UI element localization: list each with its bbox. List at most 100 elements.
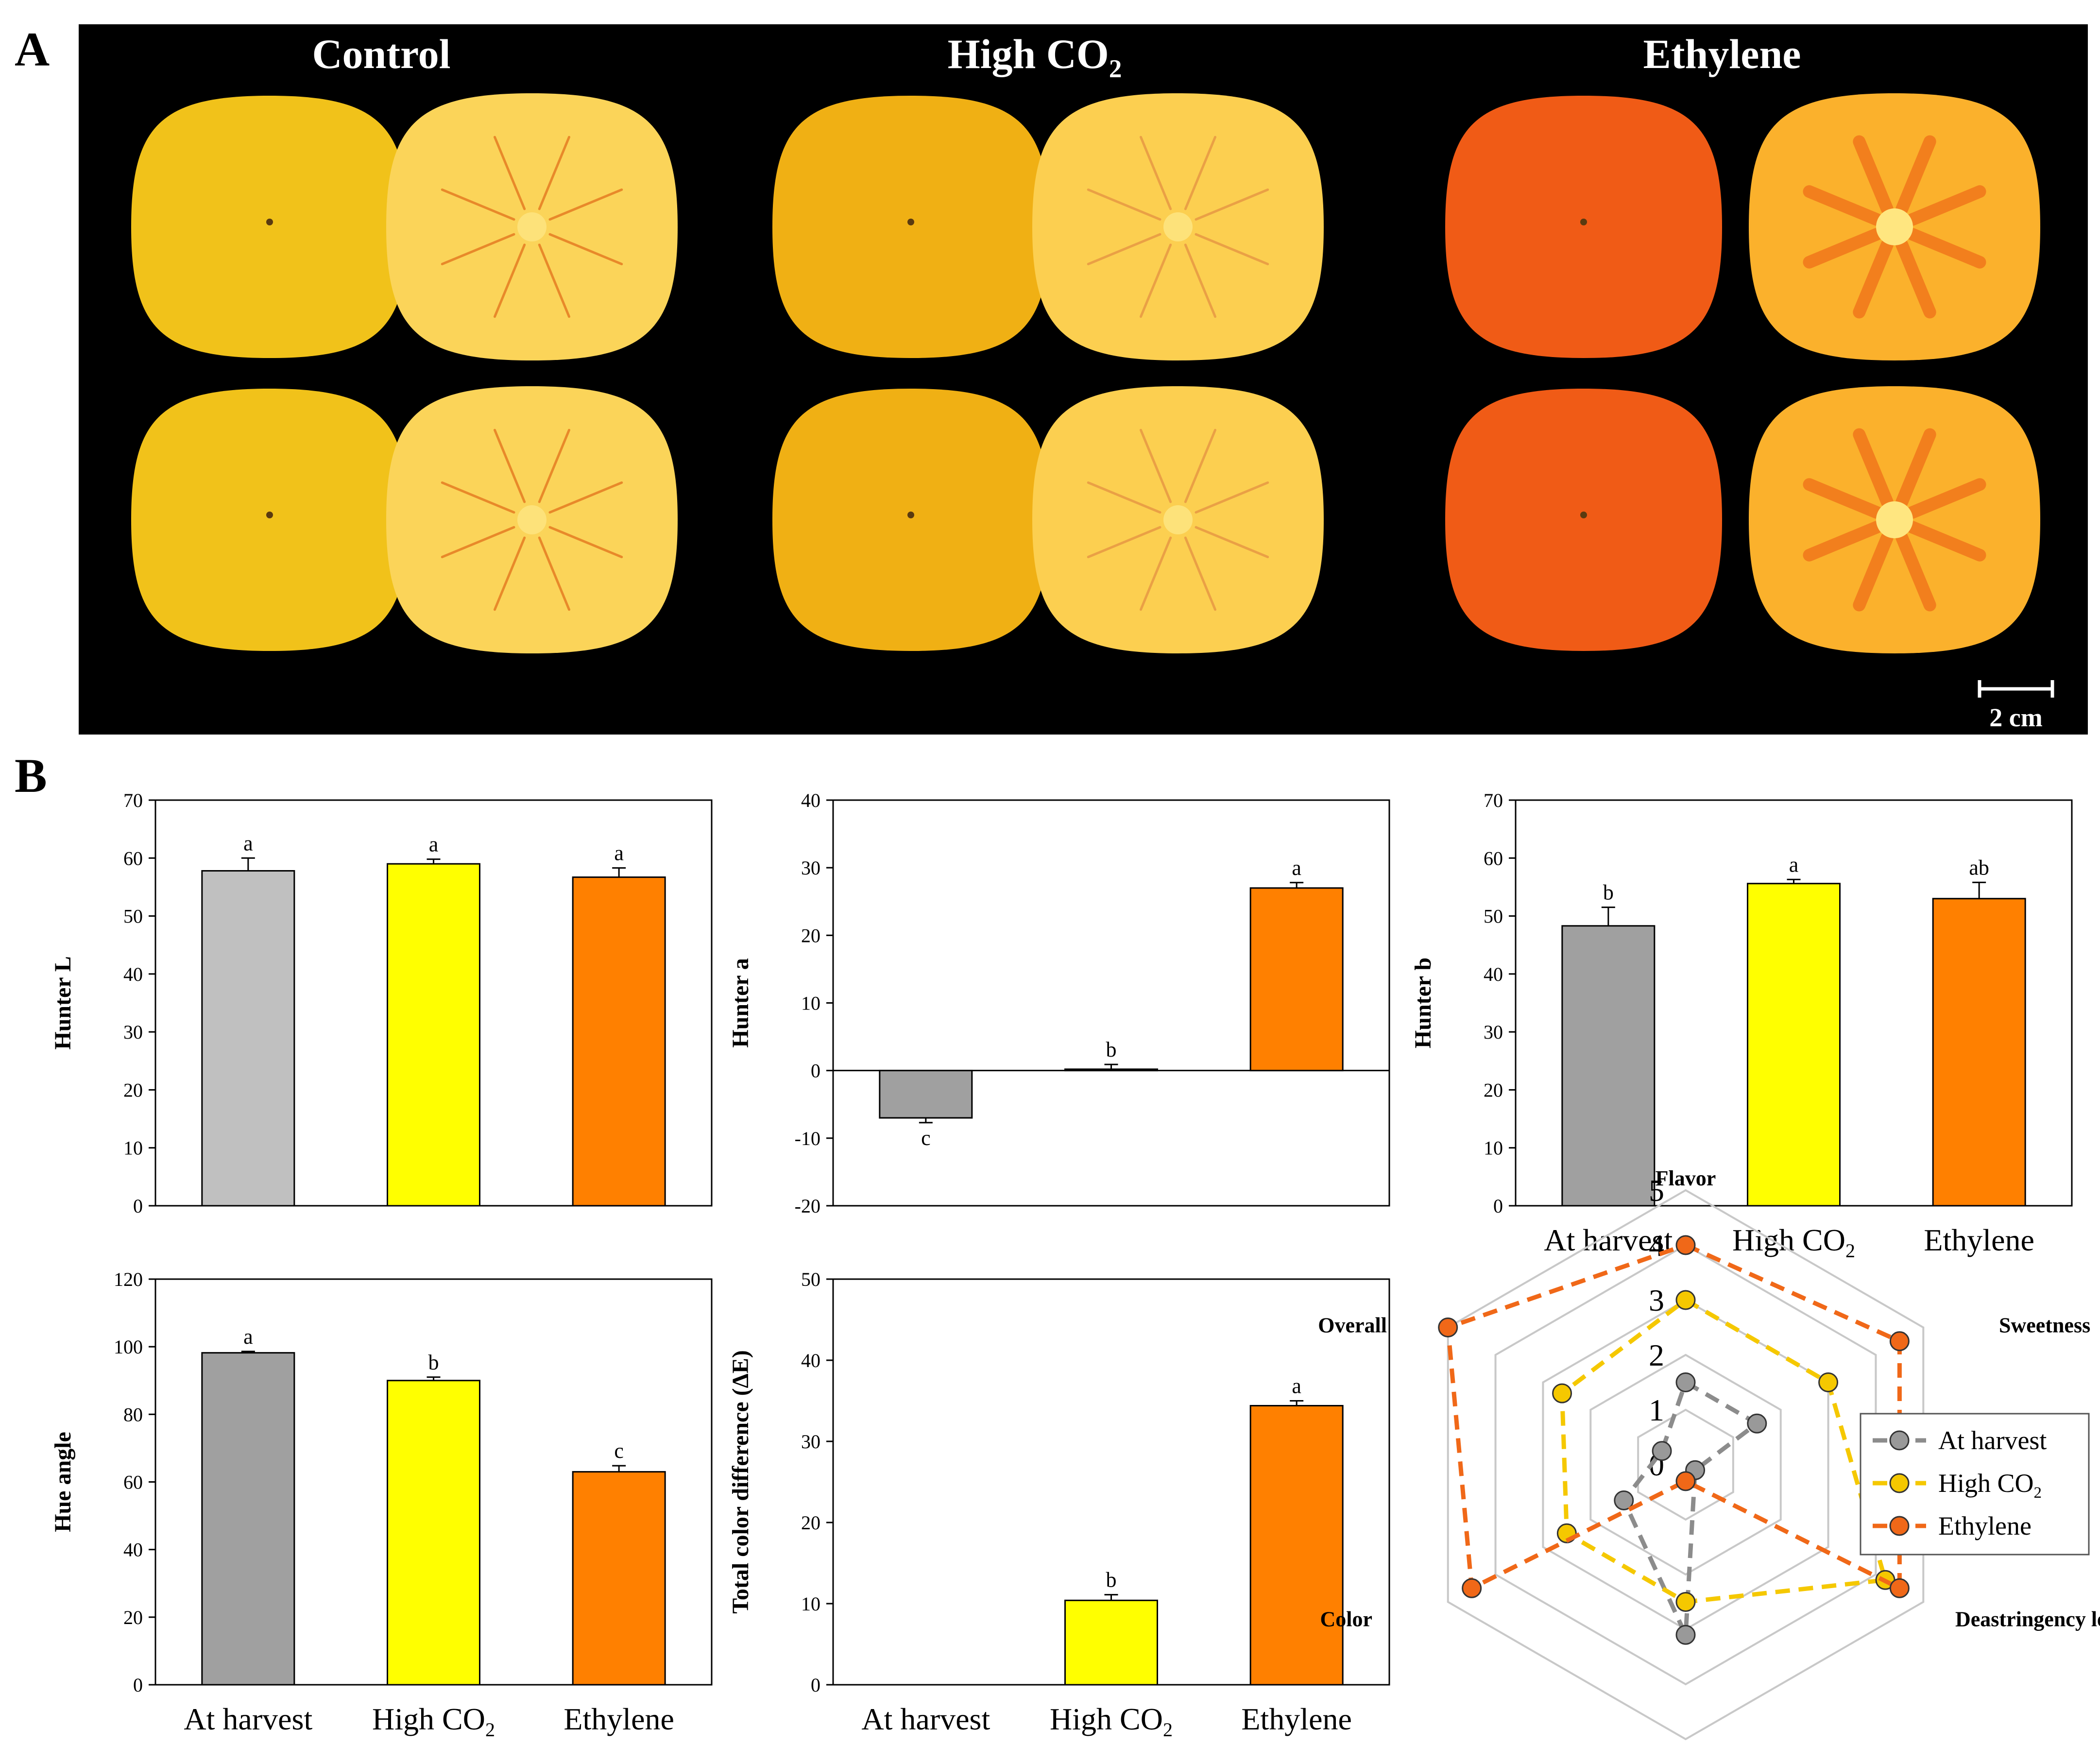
radar-grid-ring — [1542, 1299, 1829, 1631]
significance-letter: b — [1106, 1038, 1117, 1061]
y-tick-label: 0 — [811, 1674, 820, 1696]
scale-bar-label: 2 cm — [1989, 703, 2042, 732]
bar — [1064, 1599, 1158, 1686]
y-tick-label: 70 — [123, 789, 143, 811]
radar-point — [1675, 1372, 1696, 1392]
bar — [387, 863, 480, 1207]
legend-marker — [1889, 1516, 1910, 1536]
radar-grid-ring — [1447, 1189, 1925, 1741]
significance-letter: c — [614, 1439, 624, 1463]
y-tick-label: 0 — [811, 1060, 820, 1082]
radar-point — [1675, 1625, 1696, 1645]
radar-tick-label: 3 — [1649, 1283, 1664, 1317]
radar-point — [1438, 1317, 1458, 1337]
y-tick-label: 10 — [801, 992, 820, 1014]
control-flesh-2 — [386, 386, 678, 653]
chart-hue-angle: 0 20 40 60 80 100 120 Hue angle At harvest a High … — [50, 1268, 713, 1741]
legend-marker — [1889, 1430, 1910, 1451]
co2-peel-2 — [772, 389, 1049, 651]
y-tick-label: 100 — [114, 1336, 143, 1358]
panel-b-label: B — [15, 749, 47, 803]
radar-tick-label: 2 — [1649, 1338, 1664, 1372]
legend-label: Ethylene — [1938, 1511, 2032, 1540]
radar-series — [1552, 1290, 1895, 1612]
radar-point — [1675, 1471, 1696, 1491]
y-tick-label: 80 — [123, 1403, 143, 1425]
y-tick-label: 70 — [1484, 789, 1503, 811]
y-tick-label: 10 — [1484, 1137, 1503, 1159]
radar-axis-label: Deastringency level — [1955, 1608, 2100, 1631]
y-tick-label: -10 — [795, 1128, 820, 1149]
x-tick-label: At harvest — [184, 1702, 312, 1736]
radar-grid-ring — [1494, 1244, 1877, 1686]
radar-point — [1675, 1235, 1696, 1255]
y-tick-label: 60 — [123, 847, 143, 869]
y-tick-label: 20 — [801, 924, 820, 946]
significance-letter: a — [429, 833, 439, 856]
significance-letter: a — [1292, 856, 1301, 880]
chart-delta-e: 0 10 20 30 40 50 Total color difference (ΔE) At… — [728, 1268, 1390, 1741]
significance-letter: b — [1603, 881, 1614, 905]
x-tick-label: Ethylene — [1924, 1223, 2034, 1257]
y-tick-label: 40 — [801, 789, 820, 811]
x-tick-label: High CO2 — [372, 1702, 495, 1741]
y-tick-label: 30 — [801, 857, 820, 879]
radar-point — [1889, 1578, 1910, 1598]
x-tick-label: At harvest — [861, 1702, 990, 1736]
bar — [1561, 925, 1656, 1207]
bar — [1249, 887, 1344, 1072]
radar-grid-ring — [1589, 1353, 1782, 1576]
x-tick-label: High CO2 — [1050, 1702, 1173, 1741]
y-tick-label: 30 — [1484, 1021, 1503, 1043]
radar-axis-label: Color — [1320, 1608, 1372, 1631]
radar-axis-label: Overall — [1318, 1314, 1387, 1337]
y-axis-label: Hue angle — [50, 1432, 76, 1532]
ethylene-flesh-2 — [1749, 386, 2040, 653]
ethylene-peel-1 — [1445, 96, 1722, 358]
y-tick-label: 40 — [801, 1350, 820, 1371]
x-tick-label: Ethylene — [563, 1702, 674, 1736]
significance-letter: a — [243, 831, 253, 855]
group-label-control: Control — [312, 31, 450, 77]
radar-tick-label: 1 — [1649, 1393, 1664, 1427]
significance-letter: a — [614, 841, 624, 865]
radar-tick-label: 4 — [1649, 1228, 1664, 1263]
y-tick-label: 20 — [123, 1079, 143, 1101]
y-axis-label: Hunter b — [1410, 958, 1436, 1048]
chart-hunter-a: -20 -10 0 10 20 30 40 Hunter a c b a — [728, 789, 1390, 1217]
group-label-ethylene: Ethylene — [1643, 31, 1801, 77]
fruit-photos — [131, 93, 2040, 653]
significance-letter: b — [1106, 1568, 1117, 1592]
y-axis-label: Hunter a — [728, 958, 753, 1047]
panel-a-label: A — [15, 22, 50, 76]
radar-tick-label: 5 — [1649, 1173, 1664, 1208]
ethylene-flesh-1 — [1749, 93, 2040, 360]
y-tick-label: 60 — [1484, 847, 1503, 869]
x-tick-label: Ethylene — [1241, 1702, 1351, 1736]
bar — [572, 876, 666, 1207]
significance-letter: b — [428, 1351, 439, 1374]
y-tick-label: 40 — [1484, 963, 1503, 985]
y-tick-label: 50 — [801, 1268, 820, 1290]
significance-letter: a — [1292, 1374, 1301, 1398]
y-tick-label: 50 — [1484, 906, 1503, 927]
y-tick-label: 40 — [123, 1539, 143, 1561]
co2-peel-1 — [772, 96, 1049, 358]
bar — [1064, 1068, 1158, 1072]
y-tick-label: 10 — [123, 1137, 143, 1159]
bar — [1747, 883, 1841, 1207]
legend-label: At harvest — [1938, 1426, 2047, 1455]
y-tick-label: -20 — [795, 1195, 820, 1217]
radar-point — [1652, 1441, 1672, 1461]
control-peel-2 — [131, 389, 408, 651]
radar-point — [1675, 1290, 1696, 1310]
legend-label: High CO2 — [1938, 1469, 2042, 1502]
y-tick-label: 20 — [123, 1607, 143, 1628]
radar-point — [1747, 1413, 1767, 1434]
bar — [1932, 898, 2026, 1207]
y-tick-label: 0 — [1493, 1195, 1503, 1217]
x-tick-label: At harvest — [1544, 1223, 1673, 1257]
